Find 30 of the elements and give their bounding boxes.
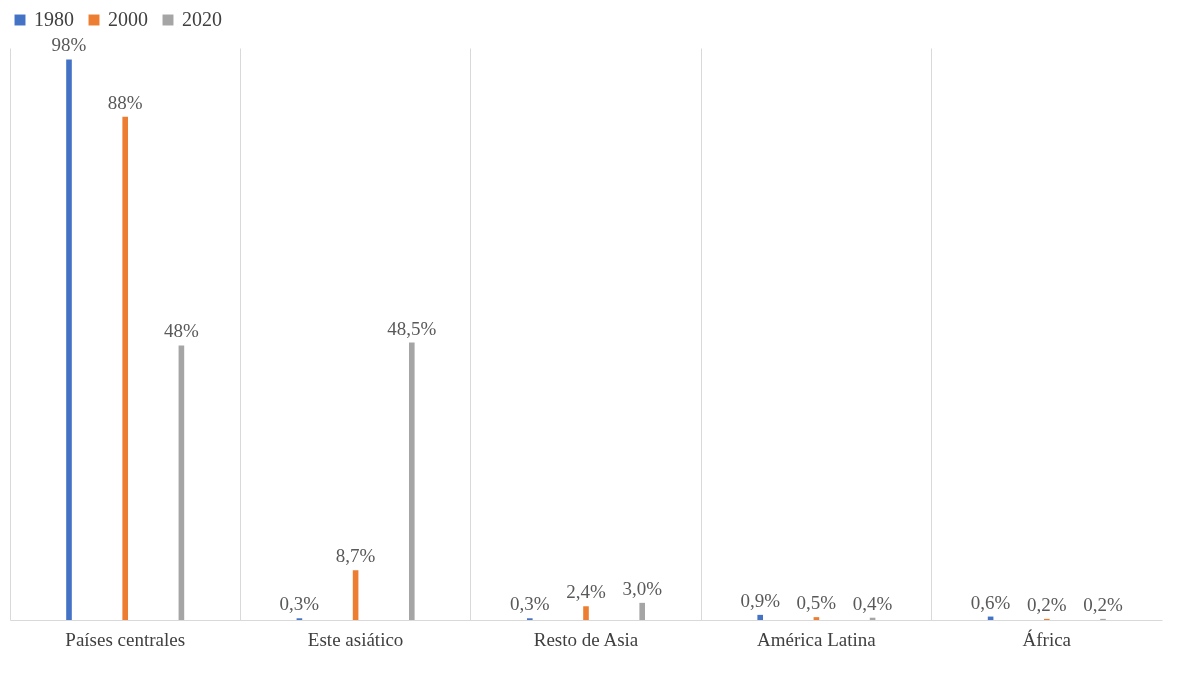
data-label: 0,5% <box>796 592 837 614</box>
legend-label: 2000 <box>108 8 148 30</box>
data-label: 0,2% <box>1027 593 1067 615</box>
bar <box>408 342 415 620</box>
data-label: 0,4% <box>852 592 893 614</box>
data-label: 0,2% <box>1083 593 1123 615</box>
x-tick-label: América Latina <box>757 628 877 650</box>
bar <box>757 614 764 620</box>
data-label: 0,6% <box>970 591 1011 613</box>
x-tick-label: Resto de Asia <box>533 628 639 650</box>
data-label: 48% <box>163 320 199 342</box>
data-label: 8,7% <box>335 545 376 567</box>
x-tick-label: Países centrales <box>65 628 186 650</box>
data-label: 98% <box>51 34 87 56</box>
data-label: 0,3% <box>510 593 550 615</box>
bar <box>122 116 129 620</box>
legend-label: 1980 <box>34 8 74 30</box>
bar <box>639 602 645 620</box>
data-label: 0,9% <box>740 589 781 611</box>
bar <box>583 606 589 620</box>
x-tick-label: África <box>1022 628 1072 650</box>
data-label: 48,5% <box>387 317 437 339</box>
data-label: 3,0% <box>622 577 663 599</box>
legend-label: 2020 <box>182 8 222 30</box>
x-tick-label: Este asiático <box>307 628 404 650</box>
bar <box>813 617 820 620</box>
data-label: 88% <box>107 91 143 113</box>
data-label: 0,3% <box>279 593 320 615</box>
bar <box>66 59 72 620</box>
data-label: 2,4% <box>566 581 606 603</box>
